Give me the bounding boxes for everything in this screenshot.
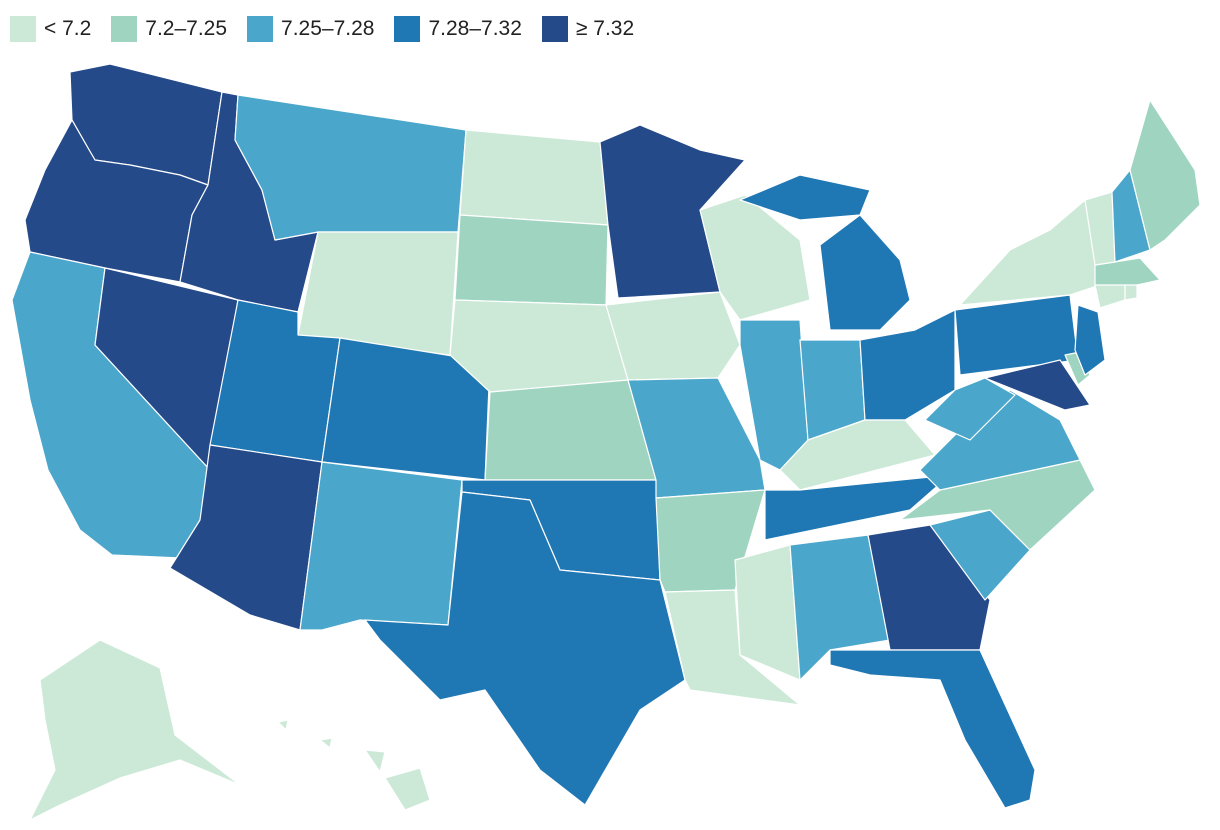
state-ny[interactable] <box>959 199 1101 306</box>
state-la[interactable] <box>664 589 801 706</box>
state-sd[interactable] <box>454 214 609 306</box>
legend-item-bin-4: 7.28–7.32 <box>394 16 522 42</box>
state-nd[interactable] <box>459 129 609 226</box>
state-ga[interactable] <box>867 524 991 651</box>
legend-swatch <box>247 16 274 42</box>
state-hi[interactable] <box>277 719 431 811</box>
state-nm[interactable] <box>299 461 463 631</box>
state-me[interactable] <box>1129 99 1201 251</box>
legend-swatch <box>394 16 421 42</box>
state-ma[interactable] <box>1094 257 1161 286</box>
legend-label: 7.28–7.32 <box>428 17 522 40</box>
state-al[interactable] <box>789 534 891 681</box>
state-ak[interactable] <box>29 639 241 821</box>
state-mt[interactable] <box>234 94 467 241</box>
legend-label: 7.2–7.25 <box>145 17 228 40</box>
legend-item-bin-5: ≥ 7.32 <box>541 16 635 42</box>
legend-item-bin-1: < 7.2 <box>10 16 91 42</box>
state-tn[interactable] <box>764 474 951 541</box>
state-wv[interactable] <box>924 377 1016 441</box>
legend-item-bin-3: 7.25–7.28 <box>247 16 374 42</box>
legend-label: ≥ 7.32 <box>575 17 635 40</box>
legend: < 7.2 7.2–7.25 7.25–7.28 7.28–7.32 ≥ 7.3… <box>10 14 654 44</box>
legend-swatch <box>10 16 36 42</box>
state-fl[interactable] <box>829 649 1036 809</box>
state-tx[interactable] <box>364 491 686 806</box>
legend-item-bin-2: 7.2–7.25 <box>111 16 227 42</box>
state-wi[interactable] <box>699 194 811 321</box>
legend-label: < 7.2 <box>44 17 92 40</box>
state-de[interactable] <box>1064 351 1091 386</box>
state-md[interactable] <box>984 359 1091 411</box>
state-mi[interactable] <box>739 174 911 331</box>
state-ks[interactable] <box>484 379 657 481</box>
state-ne[interactable] <box>449 299 629 393</box>
legend-swatch <box>541 16 568 42</box>
state-nj[interactable] <box>1074 304 1106 376</box>
state-ia[interactable] <box>605 291 741 381</box>
legend-swatch <box>111 16 138 42</box>
legend-label: 7.25–7.28 <box>281 17 375 40</box>
